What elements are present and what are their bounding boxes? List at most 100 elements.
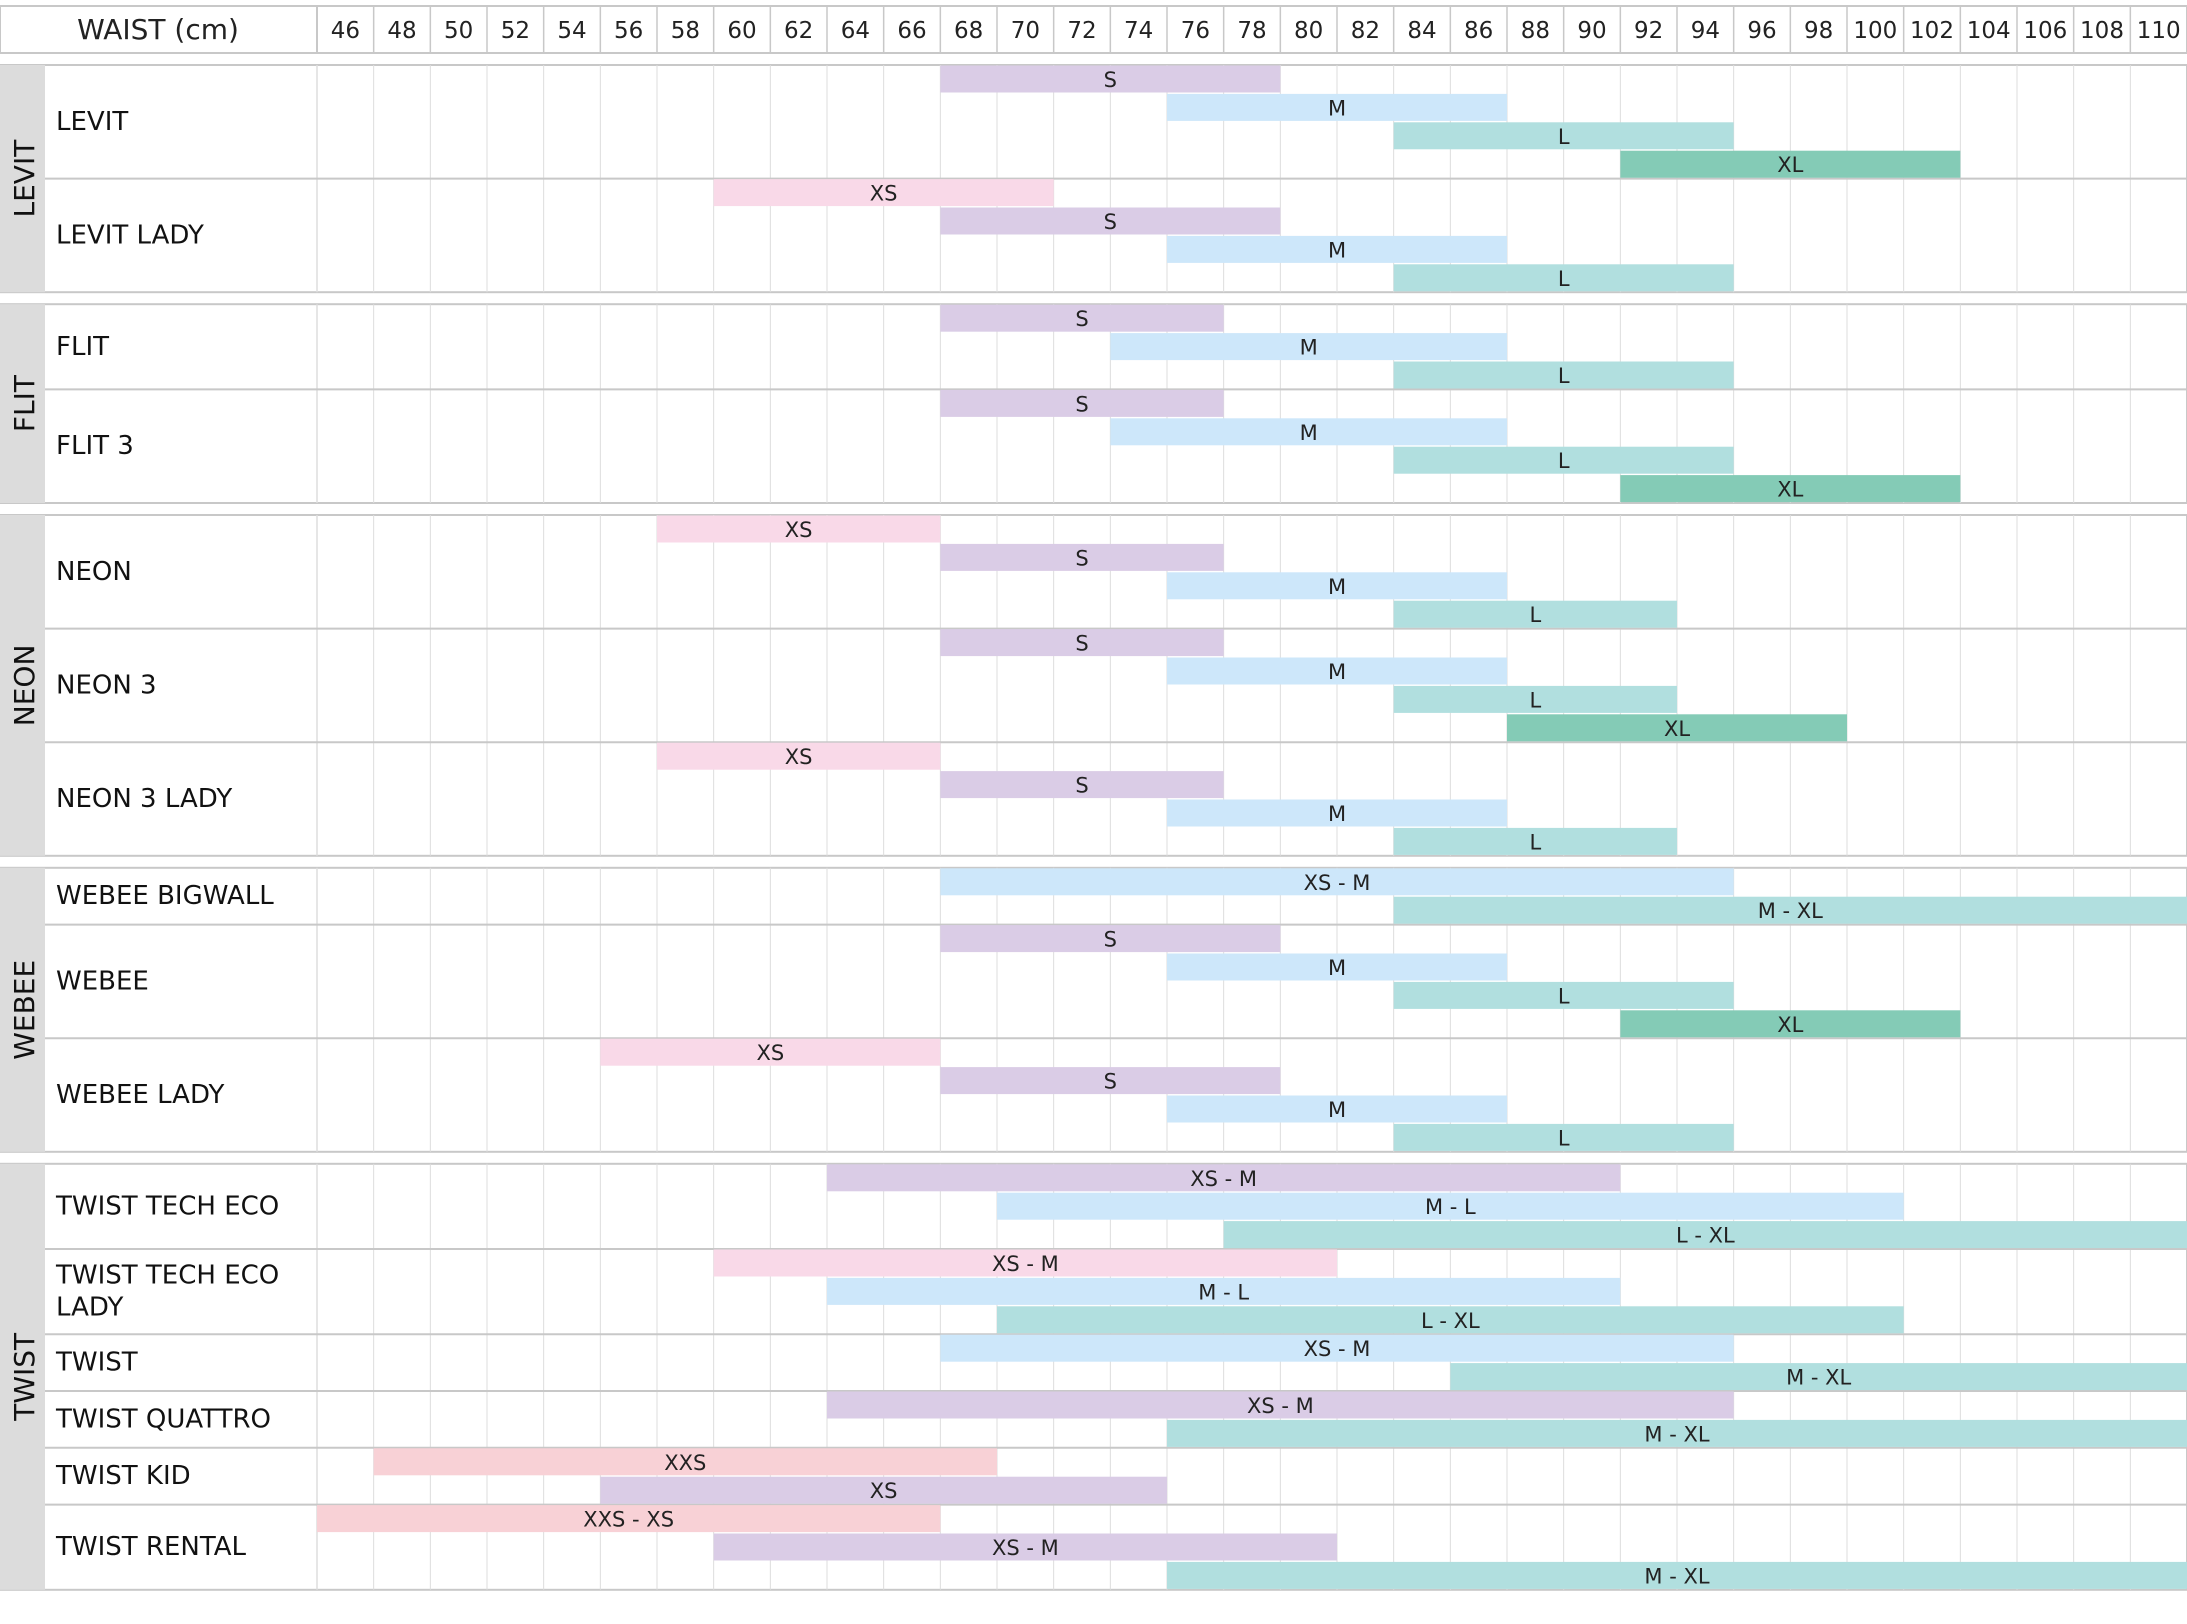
size-bar xyxy=(1393,600,1677,628)
size-bar xyxy=(997,1306,1904,1334)
tick-label: 106 xyxy=(2023,18,2067,44)
size-bar xyxy=(1393,361,1734,389)
group-label-column xyxy=(0,867,45,1152)
size-bar-label: L - XL xyxy=(1421,1309,1480,1333)
group-label-column xyxy=(0,515,45,856)
bars-layer xyxy=(317,65,2187,1589)
size-bar xyxy=(1393,264,1734,292)
group-label: LEVIT xyxy=(8,139,41,218)
tick-label: 60 xyxy=(727,18,756,44)
size-bar-label: M xyxy=(1328,96,1346,120)
size-bar-label: XS - M xyxy=(992,1536,1059,1560)
group-label: WEBEE xyxy=(8,960,41,1060)
size-bar-label: S xyxy=(1104,68,1117,92)
size-bar-label: L xyxy=(1558,984,1570,1008)
size-bar-label: M xyxy=(1300,336,1318,360)
product-name: NEON 3 LADY xyxy=(56,784,232,814)
size-bar-label: XS xyxy=(785,745,813,769)
tick-label: 74 xyxy=(1124,18,1153,44)
size-bar-label: M xyxy=(1328,660,1346,684)
size-bar-label: XS - M xyxy=(1304,871,1371,895)
size-bar-label: S xyxy=(1104,1070,1117,1094)
axis-title: WAIST (cm) xyxy=(77,13,239,46)
product-name: FLIT 3 xyxy=(56,431,134,461)
size-bar-label: XS xyxy=(756,1041,784,1065)
tick-label: 64 xyxy=(841,18,870,44)
size-bar xyxy=(600,1476,1167,1504)
size-bar-label: XXS - XS xyxy=(583,1508,674,1532)
size-bar xyxy=(713,1533,1337,1561)
tick-label: 88 xyxy=(1521,18,1550,44)
size-bar xyxy=(1167,657,1507,685)
product-name: WEBEE xyxy=(56,966,149,996)
product-name: NEON xyxy=(56,557,132,587)
product-name: WEBEE BIGWALL xyxy=(56,881,274,911)
tick-label: 96 xyxy=(1747,18,1776,44)
size-bar-label: XS xyxy=(870,1479,898,1503)
size-bar xyxy=(1393,827,1677,855)
size-bar-label: S xyxy=(1075,546,1088,570)
tick-label: 94 xyxy=(1691,18,1720,44)
size-bar-label: L - XL xyxy=(1676,1224,1735,1248)
size-bar-label: S xyxy=(1104,928,1117,952)
size-bar xyxy=(940,771,1224,799)
size-bar xyxy=(940,925,1281,953)
size-bar-label: M - XL xyxy=(1644,1422,1709,1446)
product-name: TWIST QUATTRO xyxy=(55,1404,271,1434)
tick-label: 110 xyxy=(2137,18,2181,44)
tick-label: 56 xyxy=(614,18,643,44)
size-bar xyxy=(940,304,1224,332)
group-label: FLIT xyxy=(8,374,41,432)
size-bar-label: XL xyxy=(1664,717,1690,741)
size-bar-label: M xyxy=(1300,421,1318,445)
tick-label: 100 xyxy=(1853,18,1897,44)
size-bar xyxy=(1167,953,1507,981)
size-bar xyxy=(1167,1561,2187,1589)
tick-label: 58 xyxy=(671,18,700,44)
size-bar xyxy=(1167,799,1507,827)
size-bar-label: M xyxy=(1328,1098,1346,1122)
size-bar xyxy=(713,1249,1337,1277)
labels-layer: WAIST (cm) 46 48 50 52 54 56 58 60 62 64 66 68 70 72 74… xyxy=(8,13,2181,1588)
size-bar xyxy=(1167,572,1507,600)
size-bar-label: S xyxy=(1075,774,1088,798)
header-row xyxy=(0,5,2187,54)
tick-label: 92 xyxy=(1634,18,1663,44)
size-bar-label: M - L xyxy=(1198,1280,1249,1304)
size-bar xyxy=(657,515,941,543)
size-bar xyxy=(827,1277,1621,1305)
size-bar-label: M xyxy=(1328,802,1346,826)
size-bar xyxy=(1393,981,1734,1009)
size-bar-label: L xyxy=(1558,364,1570,388)
tick-label: 66 xyxy=(897,18,926,44)
tick-label: 102 xyxy=(1910,18,1954,44)
size-bar xyxy=(1167,1419,2187,1447)
product-name: TWIST TECH ECO LADY xyxy=(55,1261,279,1323)
size-bar xyxy=(1223,1221,2187,1249)
size-bar-label: M - XL xyxy=(1786,1366,1851,1390)
tick-label: 68 xyxy=(954,18,983,44)
size-bar xyxy=(1507,714,1847,742)
size-bar-label: XL xyxy=(1777,478,1803,502)
product-name: TWIST xyxy=(55,1348,138,1378)
group-label: NEON xyxy=(8,645,41,727)
product-name: WEBEE LADY xyxy=(56,1080,225,1110)
size-bar xyxy=(1620,475,1961,503)
size-bar-label: M - L xyxy=(1425,1195,1476,1219)
product-name: LEVIT LADY xyxy=(56,220,204,250)
size-bar xyxy=(1167,235,1507,263)
tick-label: 80 xyxy=(1294,18,1323,44)
tick-label: 86 xyxy=(1464,18,1493,44)
size-bar xyxy=(1167,1095,1507,1123)
size-bar-label: XS xyxy=(785,518,813,542)
size-bar xyxy=(1620,1010,1961,1038)
tick-label: 108 xyxy=(2080,18,2124,44)
product-name: FLIT xyxy=(56,332,109,362)
tick-label: 62 xyxy=(784,18,813,44)
size-bar xyxy=(713,179,1054,207)
tick-label: 104 xyxy=(1967,18,2011,44)
size-bar-label: S xyxy=(1104,210,1117,234)
size-bar-label: XXS xyxy=(664,1451,706,1475)
group-label-column xyxy=(0,65,45,293)
size-bar-label: XS - M xyxy=(1190,1167,1257,1191)
